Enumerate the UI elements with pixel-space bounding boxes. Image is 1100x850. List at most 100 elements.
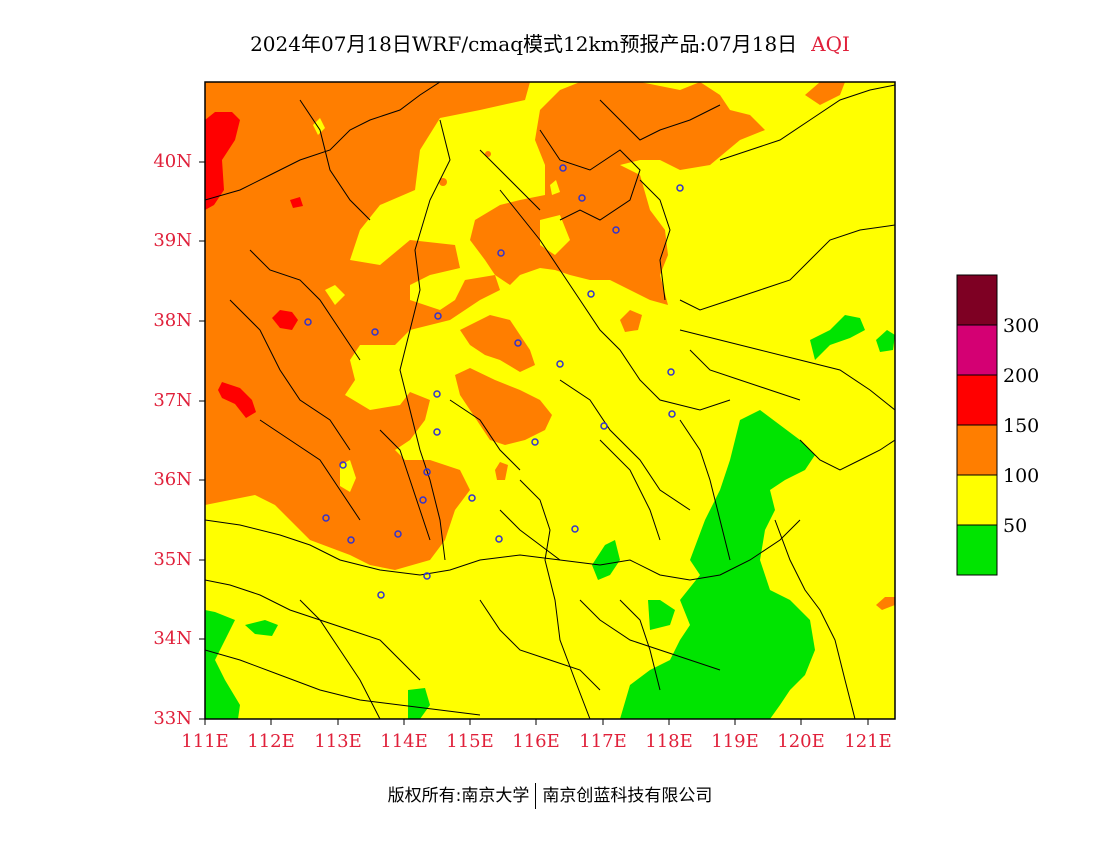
station-25: [347, 536, 355, 544]
boundary-county-10: [299, 99, 371, 221]
boundary-shandong-east-coast: [799, 439, 895, 471]
boundary-county-7: [599, 439, 661, 541]
lat-label-36n: 36N: [153, 469, 192, 490]
lon-label-117e: 117E: [579, 731, 627, 752]
boundary-county-1: [249, 249, 361, 361]
station-4: [612, 226, 620, 234]
station-17: [531, 438, 539, 446]
boundary-shandong-coast: [679, 329, 895, 411]
boundary-county-11: [479, 149, 541, 211]
station-markers: [304, 164, 684, 599]
orange-region-center: [460, 315, 535, 372]
lon-label-120e: 120E: [777, 731, 825, 752]
lat-label-40n: 40N: [153, 151, 192, 172]
boundary-henan-north: [205, 519, 601, 576]
boundary-shanxi-hebei: [399, 119, 451, 561]
station-10: [514, 339, 522, 347]
green-patch-anhui: [648, 600, 675, 630]
lon-label-118e: 118E: [645, 731, 693, 752]
lon-label-121e: 121E: [844, 731, 892, 752]
green-patch-sw: [245, 620, 278, 636]
station-20: [468, 494, 476, 502]
lat-label-34n: 34N: [153, 628, 192, 649]
station-23: [571, 525, 579, 533]
lat-label-37n: 37N: [153, 390, 192, 411]
legend-label-150: 150: [1003, 415, 1040, 437]
station-28: [377, 591, 385, 599]
boundary-hebei-shandong: [499, 189, 731, 411]
lon-label-113e: 113E: [314, 731, 362, 752]
station-16: [433, 428, 441, 436]
station-3: [676, 184, 684, 192]
legend-label-50: 50: [1003, 515, 1028, 537]
boundary-county-3: [259, 419, 361, 521]
lat-label-38n: 38N: [153, 310, 192, 331]
orange-patch-ne: [805, 82, 845, 105]
legend-swatch-unhealthy: [956, 374, 998, 426]
yellow-hole-3: [313, 118, 325, 135]
red-region-southwest: [218, 382, 256, 418]
station-12: [667, 368, 675, 376]
boundary-county-9: [499, 509, 561, 561]
station-18: [339, 461, 347, 469]
station-1: [559, 164, 567, 172]
lon-label-115e: 115E: [446, 731, 494, 752]
orange-region-south-center: [455, 368, 552, 445]
station-11: [556, 360, 564, 368]
legend-swatch-good: [956, 524, 998, 576]
boundary-county-5: [449, 399, 521, 471]
green-patch-henan: [408, 688, 430, 719]
aqi-field: [205, 82, 895, 719]
legend-swatch-very-unhealthy: [956, 324, 998, 376]
station-24: [394, 530, 402, 538]
copyright-company: 南京创蓝科技有限公司: [542, 786, 713, 806]
orange-patch-sd: [620, 310, 642, 332]
boundary-henan-anhui: [479, 599, 601, 691]
red-region-west: [272, 310, 298, 330]
legend-colorbar: [956, 274, 998, 576]
yellow-hole-5: [540, 215, 570, 255]
orange-region-west: [205, 82, 530, 570]
boundary-county-13: [689, 349, 801, 401]
boundary-hebei-beijing: [539, 129, 641, 221]
copyright-footer: 版权所有:南京大学 南京创蓝科技有限公司: [0, 781, 1100, 809]
boundary-henan-east: [519, 479, 591, 719]
title-product: AQI: [811, 32, 850, 56]
orange-dot-1: [439, 178, 447, 186]
boundary-coast-bohai: [679, 224, 895, 311]
copyright-separator: [535, 783, 537, 809]
boundary-county-12: [599, 99, 721, 141]
lat-label-35n: 35N: [153, 549, 192, 570]
station-19: [423, 468, 431, 476]
aqi-good-regions: [205, 315, 895, 719]
red-patch: [290, 197, 303, 208]
orange-dot-2: [485, 151, 491, 157]
orange-patch-east: [876, 597, 895, 610]
boundary-county-2: [229, 299, 351, 451]
lon-label-116e: 116E: [512, 731, 560, 752]
lat-label-33n: 33N: [153, 708, 192, 729]
lat-label-39n: 39N: [153, 230, 192, 251]
boundary-jiangsu-coast: [774, 519, 856, 719]
boundary-hubei: [205, 649, 481, 716]
station-5: [497, 249, 505, 257]
station-6: [587, 290, 595, 298]
station-2: [578, 194, 586, 202]
green-region-southwest: [205, 610, 240, 719]
boundary-shanxi-west: [205, 82, 441, 201]
legend-label-100: 100: [1003, 465, 1040, 487]
lon-label-114e: 114E: [380, 731, 428, 752]
green-patch-ne-coast: [876, 330, 895, 352]
boundary-lines: [205, 82, 895, 719]
legend-swatch-usg: [956, 424, 998, 476]
boundary-shandong-jiangsu: [599, 519, 801, 581]
green-patch-jiangsu: [592, 540, 620, 580]
map-title: 2024年07月18日WRF/cmaq模式12km预报产品:07月18日 AQI: [0, 28, 1100, 57]
copyright-owner: 版权所有:南京大学: [387, 786, 530, 806]
red-region-northwest: [205, 112, 240, 210]
yellow-hole-2: [325, 285, 345, 305]
station-21: [419, 496, 427, 504]
boundary-anhui: [579, 599, 721, 671]
station-27: [423, 572, 431, 580]
orange-patch-small: [495, 462, 508, 480]
